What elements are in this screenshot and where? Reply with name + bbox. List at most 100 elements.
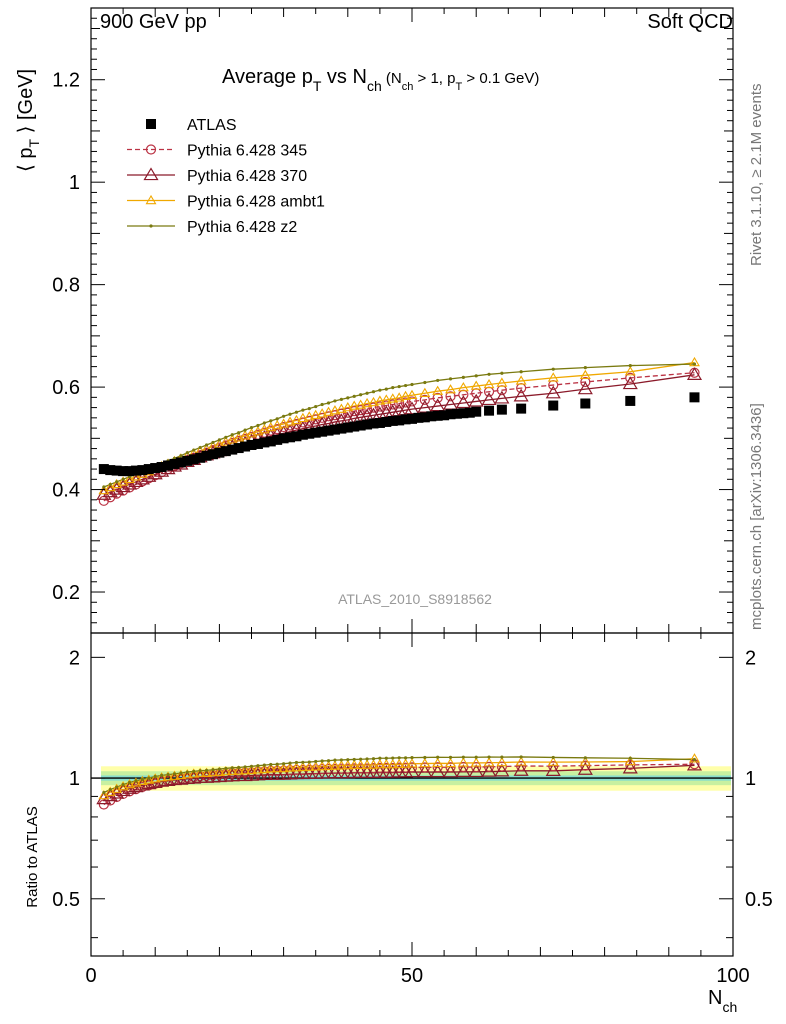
header-right: Soft QCD [647,11,733,33]
ratio-tick-label-right: 0.5 [745,889,773,911]
series-2-point [496,377,508,387]
atlas-data-point [175,457,186,468]
main-series-lines [103,361,695,502]
series-0-point [381,400,392,411]
series-3-point [314,404,318,409]
ratio-1-point [545,763,561,776]
series-2-point [310,409,322,419]
ratio-2-point [361,759,373,769]
ratio-3-point [288,761,292,765]
ratio-2-point [297,761,309,772]
ratio-2-point [579,756,591,766]
ratio-2-point [271,762,283,773]
ratio-3-point [185,770,189,774]
series-0-point [625,372,636,383]
analysis-label: ATLAS_2010_S8918562 [338,591,492,607]
y-tick-label: 0.8 [52,275,80,297]
ratio-2-point [181,769,193,779]
ratio-1-point [96,791,112,805]
ratio-2-point [445,757,456,768]
atlas-data-point [355,420,366,431]
atlas-data-point [548,400,559,411]
ratio-3-point [256,764,260,768]
series-3-point [448,377,453,381]
series-3-point [359,393,363,397]
ratio-3-point [436,755,440,759]
series-2-point [432,385,444,395]
series-0-point [400,397,411,408]
ratio-3-point [282,762,286,766]
series-2-point [323,406,335,416]
ratio-3-point [224,766,228,771]
ylabel-suffix: ⟩ [GeV] [15,69,37,139]
atlas-data-point [445,409,456,420]
series-2-point [547,372,559,382]
atlas-data-point [394,415,405,426]
atlas-data-point [156,462,167,473]
series-3-point [282,414,286,418]
ratio-3-point [108,787,112,792]
atlas-data-point [419,412,430,423]
series-3-point [461,375,465,379]
series-3-point [519,370,523,374]
atlas-data-point [484,405,495,416]
ratio-2-point [368,759,379,769]
ratio-3-point [179,771,183,775]
series-2-point [297,412,309,423]
y-tick-label: 1 [69,172,80,194]
series-0-point [310,414,321,425]
series-3-point [500,371,504,375]
ratio-2-point [239,765,251,775]
atlas-data-point [387,415,398,426]
ratio-2-point [265,763,277,773]
ratio-3-point [269,762,273,767]
series-2-point [271,419,283,430]
series-3-point [346,396,350,400]
ratio-3-point [378,756,382,760]
ratio-2-point [496,756,508,767]
ratio-2-point [117,781,129,791]
series-3-point [378,388,382,392]
x-tick-label: 0 [85,965,96,987]
ratio-3-point [628,756,632,760]
ratio-1-point [481,763,497,777]
ratio-1-point [686,757,703,771]
ratio-2-point [323,760,335,770]
ratio-3-point [500,755,504,759]
series-1-point [513,388,529,402]
series-3-point [198,445,202,450]
ratio-1-point [494,763,510,777]
atlas-data-point [426,411,437,422]
ratio-1-point [622,760,638,774]
title-cond-sub-t: T [455,81,462,93]
ratio-2-point [194,767,206,777]
series-3-point [339,397,343,401]
ratio-3-point [410,756,414,760]
series-2-point [355,399,367,409]
atlas-data-point [317,426,328,437]
ratio-0-point [516,760,527,772]
ratio-2-point [624,755,636,766]
ratio-2-point [406,758,418,768]
series-2-point [579,369,591,380]
series-3-point [102,485,106,489]
series-2-point [457,382,469,392]
series-3-point [397,384,401,389]
ratio-3-point [147,776,151,780]
atlas-data-point [381,416,392,427]
ratio-series-markers [96,753,703,810]
ratio-3-point [217,767,221,771]
atlas-data-point [130,465,141,476]
atlas-data-point [400,414,411,425]
series-2-point [361,397,373,408]
ratio-0-point [483,761,495,772]
series-0-point [387,399,398,410]
series-2-point [515,375,527,385]
ratio-3-point [551,755,555,760]
atlas-data-point [220,446,231,457]
x-tick-label: 50 [401,965,423,987]
ratio-2-point [149,773,161,783]
series-3-point [384,387,388,391]
atlas-data-point [407,413,417,424]
atlas-data-point [432,410,443,421]
